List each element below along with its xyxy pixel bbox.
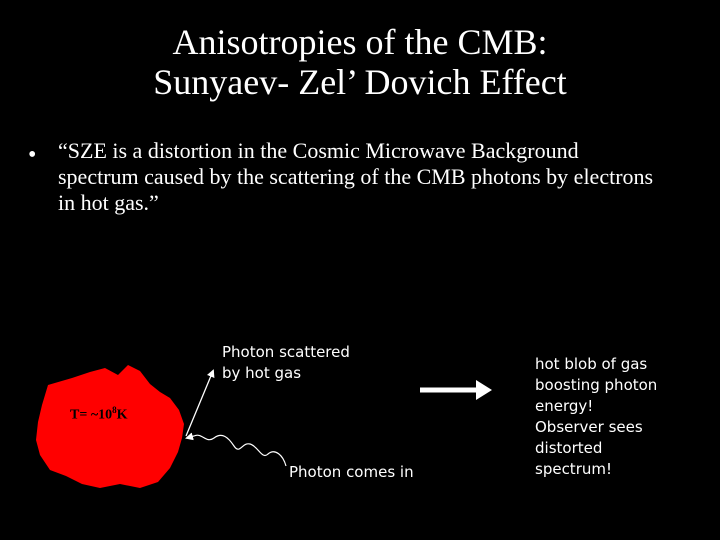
explanation-line: hot blob of gas xyxy=(535,355,648,373)
temperature-prefix: T= ~10 xyxy=(70,407,113,423)
temperature-exponent: 8 xyxy=(112,405,117,415)
bullet-marker: • xyxy=(28,142,37,168)
explanation-line: boosting photon xyxy=(535,376,658,394)
temperature-unit: K xyxy=(116,407,128,423)
explanation-line: Observer sees xyxy=(535,418,643,436)
explanation-arrow-head xyxy=(476,380,492,400)
scattered-label-line-2: by hot gas xyxy=(222,364,302,382)
explanation-text: hot blob of gas boosting photon energy! … xyxy=(535,354,657,480)
scattered-photon-arrow xyxy=(185,369,215,437)
scattered-photon-label: Photon scattered by hot gas xyxy=(222,342,350,384)
title-line-1: Anisotropies of the CMB: xyxy=(172,22,548,62)
temperature-label: T= ~108K xyxy=(70,405,128,424)
incoming-photon-wave xyxy=(185,432,287,467)
incoming-photon-label: Photon comes in xyxy=(289,463,414,481)
slide-title: Anisotropies of the CMB: Sunyaev- Zel’ D… xyxy=(0,22,720,102)
explanation-line: energy! xyxy=(535,397,594,415)
explanation-line: spectrum! xyxy=(535,460,612,478)
scattered-label-line-1: Photon scattered xyxy=(222,343,350,361)
hot-gas-blob xyxy=(36,365,184,488)
explanation-line: distorted xyxy=(535,439,603,457)
title-line-2: Sunyaev- Zel’ Dovich Effect xyxy=(153,62,567,102)
bullet-text: “SZE is a distortion in the Cosmic Micro… xyxy=(58,138,654,215)
